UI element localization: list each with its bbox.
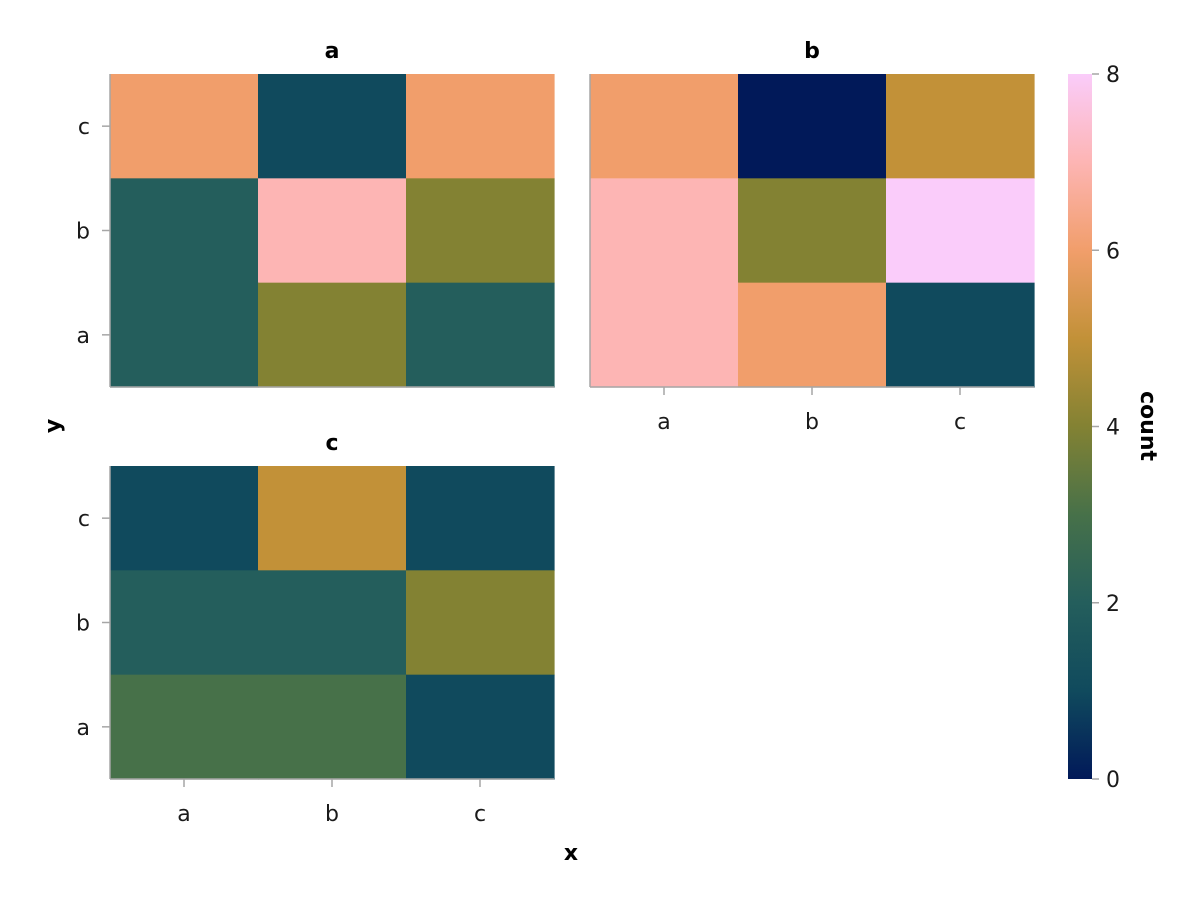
colorbar-tick-label: 0 — [1106, 768, 1120, 793]
colorbar-tick-label: 2 — [1106, 592, 1120, 617]
heatmap-cell — [110, 570, 259, 676]
heatmap-cell — [590, 178, 739, 284]
facet-panel-c: c a b c a b c — [76, 431, 555, 827]
heatmap-cell — [406, 466, 555, 571]
heatmap-cell — [886, 178, 1035, 284]
x-tick-label: a — [657, 410, 670, 435]
x-tick-label: b — [805, 410, 819, 435]
heatmap-cell — [258, 74, 407, 179]
heatmap-cell — [406, 674, 555, 780]
y-tick-label: c — [78, 115, 90, 140]
heatmap-cell — [110, 674, 259, 780]
heatmap-cell — [110, 178, 259, 284]
colorbar: 0 2 4 6 8 count — [1068, 63, 1160, 793]
x-tick-label: b — [325, 802, 339, 827]
heatmap-cell — [590, 74, 739, 179]
colorbar-title: count — [1135, 391, 1160, 461]
heatmap-cell — [110, 466, 259, 571]
x-tick-label: a — [177, 802, 190, 827]
x-tick-label: c — [954, 410, 966, 435]
heatmap-cell — [110, 282, 259, 388]
heatmap-cell — [258, 466, 407, 571]
heatmap-cell — [258, 282, 407, 388]
colorbar-tick-label: 8 — [1106, 63, 1120, 88]
heatmap-cell — [406, 570, 555, 676]
facet-panel-a: a a b c — [76, 39, 555, 388]
y-tick-label: b — [76, 220, 90, 245]
y-tick-label: a — [77, 716, 90, 741]
heatmap-cell — [738, 282, 887, 388]
colorbar-gradient — [1068, 74, 1092, 779]
heatmap-cell — [738, 74, 887, 179]
x-tick-label: c — [474, 802, 486, 827]
colorbar-tick-label: 4 — [1106, 416, 1120, 441]
heatmap-cell — [406, 178, 555, 284]
heatmap-cell — [886, 74, 1035, 179]
heatmap-cell — [406, 74, 555, 179]
heatmap-cell — [886, 282, 1035, 388]
x-axis-title: x — [564, 841, 578, 866]
heatmap-cell — [110, 74, 259, 179]
heatmap-cell — [590, 282, 739, 388]
facet-title: a — [325, 39, 340, 64]
heatmap-cell — [258, 178, 407, 284]
heatmap-cell — [258, 674, 407, 780]
heatmap-cell — [258, 570, 407, 676]
y-tick-label: a — [77, 324, 90, 349]
y-axis-title: y — [41, 419, 66, 433]
colorbar-tick-label: 6 — [1106, 239, 1120, 264]
facet-title: b — [804, 39, 820, 64]
facet-panel-b: b a b c — [589, 39, 1035, 435]
facet-title: c — [325, 431, 338, 456]
heatmap-cell — [406, 282, 555, 388]
y-tick-label: b — [76, 612, 90, 637]
heatmap-cell — [738, 178, 887, 284]
y-tick-label: c — [78, 507, 90, 532]
